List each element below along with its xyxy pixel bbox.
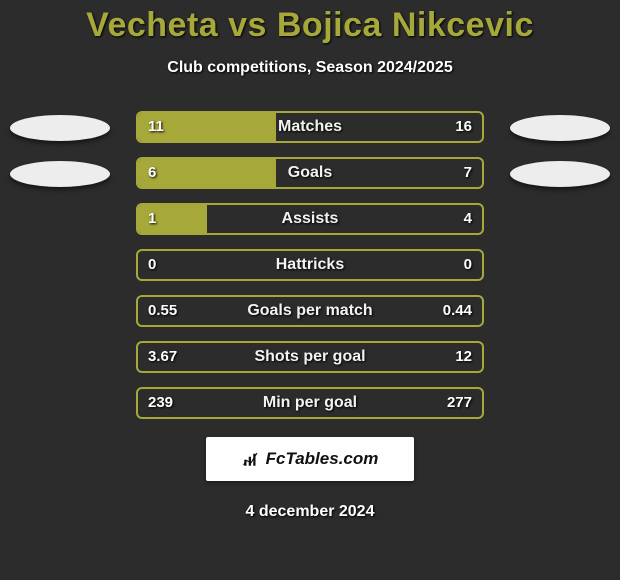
stat-row: 14Assists <box>0 203 620 235</box>
stat-bar: 67Goals <box>136 157 484 189</box>
stat-bar: 00Hattricks <box>136 249 484 281</box>
stat-row: 3.6712Shots per goal <box>0 341 620 373</box>
stat-bar: 0.550.44Goals per match <box>136 295 484 327</box>
stat-label: Goals per match <box>138 297 482 325</box>
comparison-infographic: Vecheta vs Bojica Nikcevic Club competit… <box>0 0 620 580</box>
source-logo: FcTables.com <box>206 437 414 481</box>
stat-label: Assists <box>138 205 482 233</box>
stat-row: 1116Matches <box>0 111 620 143</box>
stat-row: 239277Min per goal <box>0 387 620 419</box>
stat-bar: 1116Matches <box>136 111 484 143</box>
player-right-avatar <box>510 161 610 187</box>
chart-icon <box>242 450 260 468</box>
stat-row: 0.550.44Goals per match <box>0 295 620 327</box>
stat-bar: 14Assists <box>136 203 484 235</box>
stat-row: 00Hattricks <box>0 249 620 281</box>
stat-label: Goals <box>138 159 482 187</box>
stat-label: Matches <box>138 113 482 141</box>
stat-row: 67Goals <box>0 157 620 189</box>
player-left-avatar <box>10 115 110 141</box>
stat-label: Hattricks <box>138 251 482 279</box>
player-left-avatar <box>10 161 110 187</box>
date-caption: 4 december 2024 <box>0 503 620 521</box>
stat-bar: 239277Min per goal <box>136 387 484 419</box>
stat-bar: 3.6712Shots per goal <box>136 341 484 373</box>
stat-label: Min per goal <box>138 389 482 417</box>
page-title: Vecheta vs Bojica Nikcevic <box>0 0 620 45</box>
player-right-avatar <box>510 115 610 141</box>
stats-chart: 1116Matches 67Goals 14Assists 00Hattricks 0.… <box>0 111 620 419</box>
page-subtitle: Club competitions, Season 2024/2025 <box>0 59 620 77</box>
stat-label: Shots per goal <box>138 343 482 371</box>
logo-text: FcTables.com <box>266 449 379 469</box>
